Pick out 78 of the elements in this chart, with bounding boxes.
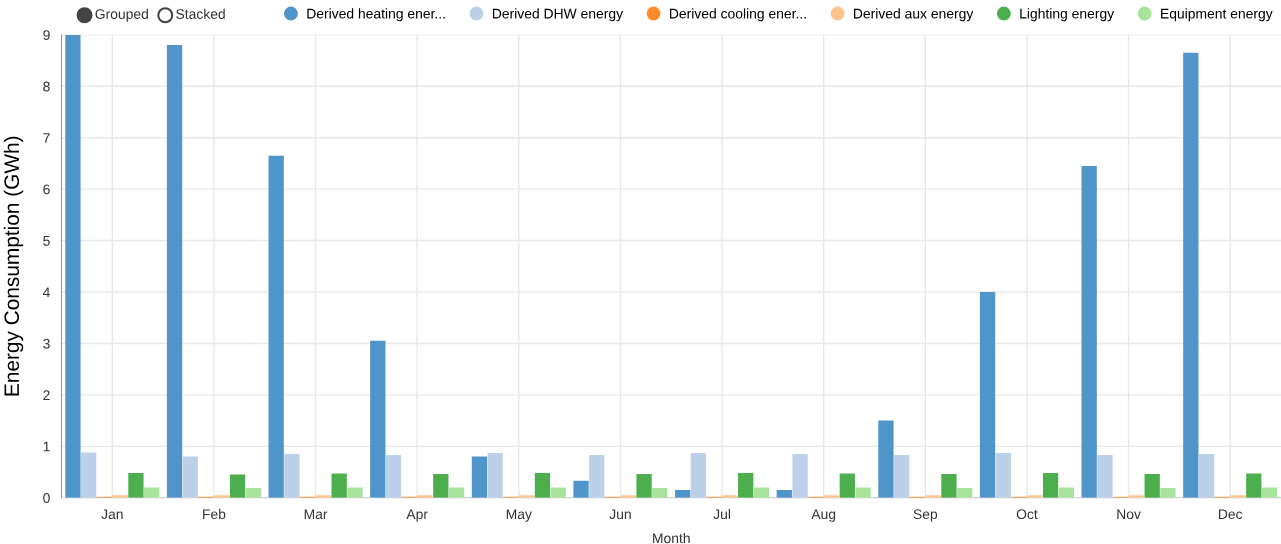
legend-label: Derived DHW energy [492,8,624,22]
bar [878,420,894,498]
legend-label: Derived aux energy [854,8,974,22]
text: Stacked [176,8,225,19]
y-tick-label: 4 [42,287,50,298]
bar [1042,473,1059,498]
bar [1183,52,1199,498]
bar [144,487,160,498]
x-tick-label: Sep [913,509,938,522]
bar [229,474,246,498]
bar [753,487,770,498]
bar [81,452,97,498]
bar [1160,487,1176,498]
y-tick-label: 7 [43,133,50,143]
legend-label: Lighting energy [1020,8,1115,22]
bar [1144,474,1160,498]
x-tick-label: Feb [203,508,226,520]
bar [1198,454,1215,498]
text: Grouped [95,8,148,22]
x-tick-label: Dec [1218,509,1243,520]
bar [284,454,300,498]
bar [487,453,503,498]
x-tick-label: Oct [1016,509,1038,520]
x-tick-label: Jul [713,508,731,520]
y-tick-label: 5 [43,236,50,246]
bar [957,487,973,498]
bar [128,473,144,498]
y-tick-label: 3 [43,338,50,349]
bar [652,487,668,498]
bar [894,455,910,498]
bar [573,480,589,498]
bar [636,474,652,498]
x-tick-label: Jan [101,509,123,520]
bar [738,473,754,498]
x-tick-label: Nov [1117,509,1141,520]
bar [839,473,855,498]
y-tick-label: 6 [43,184,50,195]
bar [471,456,488,498]
x-axis-title: Month [653,532,690,544]
x-tick-label: Apr [406,509,428,522]
bar [347,487,363,498]
y-tick-label: 8 [43,81,50,92]
bar [448,487,465,498]
bar [589,455,605,498]
bar [1058,487,1074,498]
legend-label: Derived cooling ener... [670,8,806,22]
bar [1081,165,1097,498]
bar [1246,473,1262,498]
y-tick-label: 0 [43,493,50,503]
bar [1261,487,1278,498]
bar [245,487,261,498]
x-tick-label: Jun [609,509,631,520]
bar [331,473,347,498]
y-tick-label: 1 [43,441,50,452]
bar [385,455,402,498]
bar [855,487,871,498]
bar [1097,455,1113,498]
bar [979,292,996,498]
x-tick-label: Mar [304,509,328,520]
bar [792,454,808,498]
bar [995,453,1011,498]
bar [941,474,957,498]
x-tick-label: May [506,509,532,522]
bar [690,453,707,498]
bar [550,487,566,498]
x-tick-label: Aug [811,509,836,522]
legend-label: Equipment energy [1161,8,1273,22]
bar [433,474,449,498]
bar [370,340,386,498]
bar [534,473,551,498]
bar [182,456,198,498]
y-tick-label: 2 [43,390,50,400]
y-tick-label: 9 [43,30,50,40]
y-axis-title: Energy Consumption (GWh) [3,136,24,396]
legend-label: Derived heating ener... [307,8,445,22]
bar [65,34,81,498]
bar [166,45,183,498]
bar [268,155,284,498]
